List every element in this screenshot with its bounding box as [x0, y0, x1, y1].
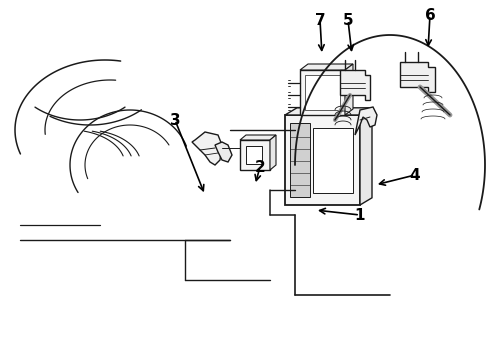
Bar — [305, 75, 340, 110]
Bar — [300, 70, 345, 115]
Polygon shape — [192, 132, 222, 165]
Polygon shape — [285, 108, 372, 115]
Text: 6: 6 — [425, 8, 436, 23]
Polygon shape — [355, 107, 377, 135]
Polygon shape — [400, 62, 435, 92]
Text: 1: 1 — [355, 207, 365, 222]
Text: 4: 4 — [410, 167, 420, 183]
Polygon shape — [270, 135, 276, 170]
Text: 3: 3 — [170, 112, 180, 127]
Bar — [313, 128, 353, 193]
Polygon shape — [360, 108, 372, 205]
Polygon shape — [215, 142, 232, 162]
Bar — [240, 140, 270, 170]
Bar — [246, 146, 262, 164]
Bar — [290, 123, 310, 197]
Text: 2: 2 — [255, 159, 266, 175]
Bar — [285, 115, 360, 205]
Polygon shape — [300, 64, 353, 70]
Text: 7: 7 — [315, 13, 325, 27]
Polygon shape — [340, 70, 370, 100]
Polygon shape — [240, 135, 276, 140]
Text: 5: 5 — [343, 13, 353, 27]
Polygon shape — [345, 64, 353, 115]
